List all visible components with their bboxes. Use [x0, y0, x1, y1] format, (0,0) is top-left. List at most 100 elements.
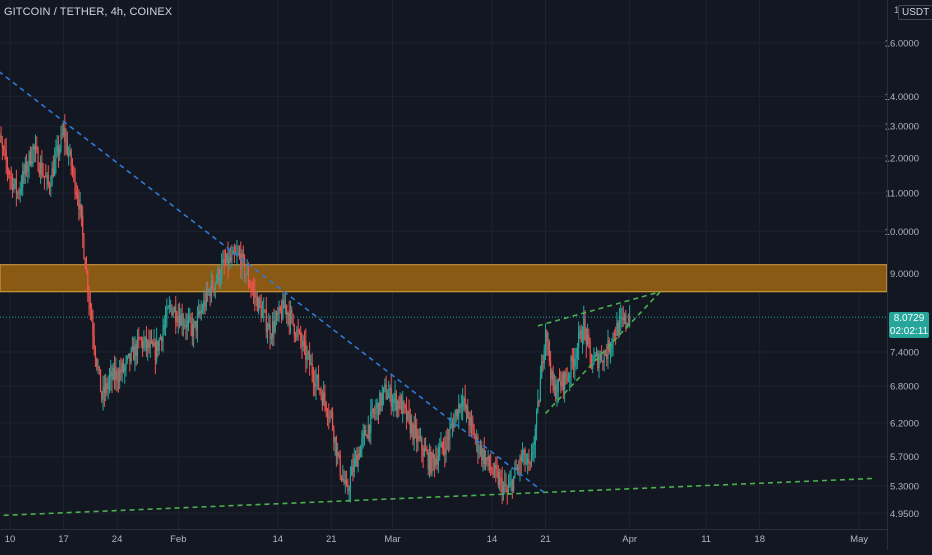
- candle-body: [525, 450, 526, 464]
- candle-body: [431, 453, 432, 473]
- candle-body: [165, 319, 166, 325]
- candle-body: [192, 324, 193, 336]
- candle-body: [559, 378, 560, 381]
- candle-body: [513, 476, 514, 491]
- y-tick-label: 13.0000: [885, 122, 919, 133]
- candle-body: [16, 179, 17, 193]
- candle-body: [292, 314, 293, 324]
- candle-body: [161, 337, 162, 342]
- candle-body: [352, 467, 353, 472]
- candle-body: [439, 447, 440, 456]
- candle-body: [359, 453, 360, 457]
- candle-body: [143, 341, 144, 348]
- candle-body: [227, 253, 228, 266]
- candle-body: [600, 354, 601, 360]
- candle-body: [152, 341, 153, 346]
- candle-body: [54, 160, 55, 176]
- candle-body: [607, 340, 608, 359]
- candle-body: [252, 289, 253, 290]
- candle-body: [321, 391, 322, 395]
- candle-body: [370, 411, 371, 433]
- candle-body: [322, 395, 323, 405]
- candle-body: [510, 480, 511, 482]
- y-tick-label: 14.0000: [885, 92, 919, 103]
- candle-body: [202, 310, 203, 311]
- candle-body: [8, 170, 9, 175]
- candle-body: [255, 296, 256, 297]
- candle-body: [629, 317, 630, 324]
- candle-body: [482, 450, 483, 460]
- candle-body: [323, 392, 324, 405]
- candle-body: [280, 307, 281, 311]
- candle-body: [90, 301, 91, 309]
- candle-body: [303, 341, 304, 347]
- candle-body: [99, 367, 100, 370]
- candle-body: [96, 358, 97, 366]
- candle-body: [3, 147, 4, 149]
- candle-body: [518, 468, 519, 469]
- candle-body: [462, 401, 463, 407]
- candle-body: [295, 335, 296, 337]
- candle-body: [467, 406, 468, 419]
- candle-body: [342, 478, 343, 479]
- candle-body: [500, 477, 501, 478]
- candle-body: [249, 284, 250, 287]
- price-axis[interactable]: 16.000014.000013.000012.000011.000010.00…: [885, 5, 919, 520]
- candle-body: [567, 378, 568, 380]
- candle-body: [243, 253, 244, 257]
- candle-body: [76, 192, 77, 194]
- candle-body: [476, 437, 477, 439]
- candle-body: [266, 310, 267, 331]
- candle-body: [556, 392, 557, 398]
- candle-body: [88, 292, 89, 301]
- candle-body: [74, 172, 75, 193]
- candle-body: [37, 150, 38, 171]
- candle-body: [425, 448, 426, 451]
- candle-body: [457, 410, 458, 418]
- candle-body: [484, 450, 485, 465]
- currency-label[interactable]: USDT: [898, 5, 932, 20]
- candle-body: [326, 403, 327, 412]
- candle-body: [619, 318, 620, 335]
- candle-body: [576, 358, 577, 359]
- symbol-title[interactable]: GITCOIN / TETHER, 4h, COINEX: [4, 6, 172, 18]
- candle-body: [122, 363, 123, 373]
- candle-body: [241, 253, 242, 269]
- candle-body: [356, 455, 357, 467]
- candle-body: [294, 324, 295, 335]
- candle-body: [4, 149, 5, 151]
- candle-body: [383, 388, 384, 394]
- candle-body: [419, 436, 420, 439]
- candle-body: [549, 342, 550, 361]
- candle-body: [13, 184, 14, 190]
- candle-body: [333, 428, 334, 442]
- candle-body: [275, 320, 276, 331]
- candle-body: [452, 423, 453, 424]
- candle-body: [438, 456, 439, 464]
- candle-body: [572, 357, 573, 361]
- y-tick-label: 12.0000: [885, 154, 919, 165]
- candle-body: [584, 318, 585, 329]
- bar-countdown: 02:02:11: [889, 325, 929, 338]
- candle-body: [588, 335, 589, 342]
- x-tick-label: 17: [58, 534, 69, 545]
- candle-body: [104, 387, 105, 394]
- candle-body: [49, 185, 50, 187]
- candle-body: [196, 321, 197, 330]
- candle-body: [558, 378, 559, 392]
- candle-body: [336, 437, 337, 456]
- candle-body: [248, 271, 249, 284]
- candle-body: [597, 353, 598, 368]
- candle-body: [106, 383, 107, 389]
- candle-body: [120, 370, 121, 373]
- candle-body: [489, 456, 490, 466]
- candle-body: [125, 360, 126, 367]
- candle-body: [545, 330, 546, 350]
- candle-body: [389, 388, 390, 394]
- candle-body: [340, 455, 341, 475]
- candle-body: [502, 478, 503, 494]
- candle-body: [176, 322, 177, 323]
